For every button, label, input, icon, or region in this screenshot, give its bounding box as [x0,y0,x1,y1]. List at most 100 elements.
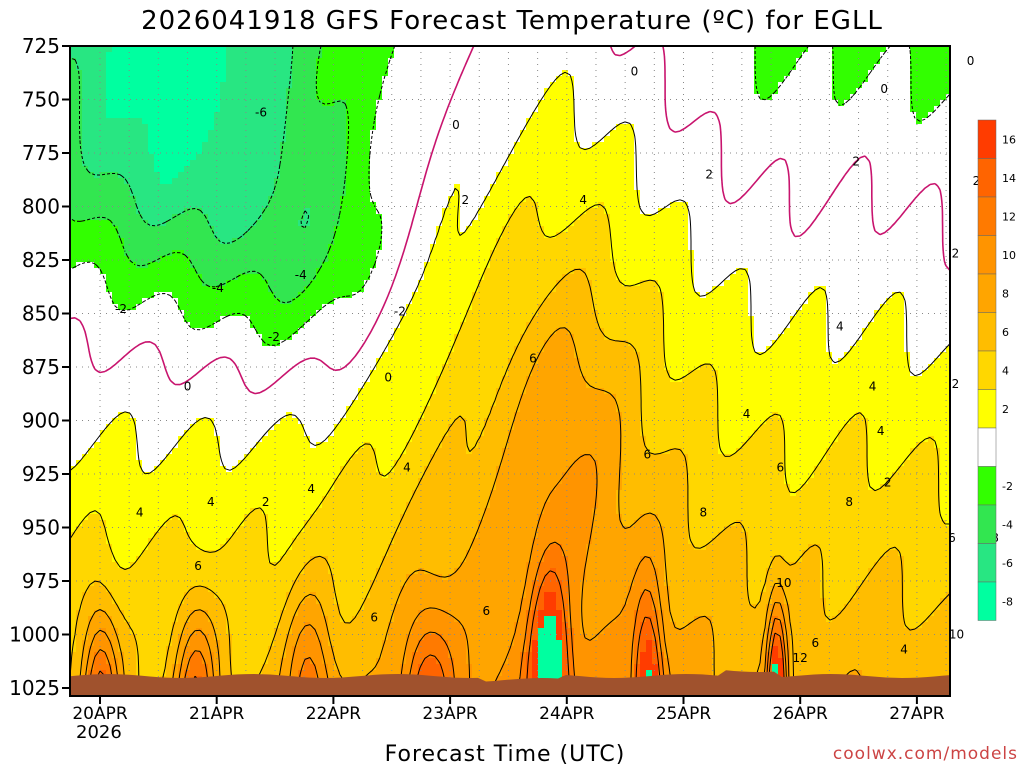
temperature-cell [934,82,941,89]
temperature-cell [568,52,575,59]
temperature-cell [850,142,857,149]
temperature-cell [358,64,365,71]
temperature-cell [670,70,677,77]
temperature-cell [136,226,143,233]
temperature-cell [94,94,101,101]
temperature-cell [934,178,941,185]
temperature-cell [412,46,419,53]
temperature-cell [250,112,257,119]
temperature-cell [196,172,203,179]
temperature-cell [724,76,731,83]
temperature-cell [124,136,131,143]
temperature-cell [532,154,539,161]
temperature-cell [562,220,569,227]
temperature-cell [466,130,473,137]
temperature-cell [250,94,257,101]
temperature-cell [262,130,269,137]
temperature-cell [424,154,431,161]
temperature-cell [364,112,371,119]
temperature-cell [94,196,101,203]
temperature-cell [946,208,950,215]
temperature-cell [370,220,377,227]
temperature-cell [802,226,809,233]
temperature-cell [184,52,191,59]
temperature-cell [382,76,389,83]
temperature-cell [148,52,155,59]
temperature-cell [184,154,191,161]
temperature-cell [790,226,797,233]
temperature-cell [346,184,353,191]
temperature-cell [862,244,869,251]
temperature-cell [670,142,677,149]
temperature-cell [730,166,737,173]
temperature-cell [742,154,749,161]
temperature-cell [148,118,155,125]
temperature-cell [232,202,239,209]
temperature-cell [892,166,899,173]
temperature-cell [406,76,413,83]
temperature-cell [334,88,341,95]
temperature-cell [118,64,125,71]
temperature-cell [322,208,329,215]
temperature-cell [778,208,785,215]
temperature-cell [382,154,389,161]
temperature-cell [118,52,125,59]
temperature-cell [784,124,791,131]
temperature-cell [148,124,155,131]
temperature-cell [568,112,575,119]
temperature-cell [70,46,77,53]
temperature-cell [76,166,83,173]
temperature-cell [514,196,521,203]
temperature-cell [394,58,401,65]
temperature-cell [124,208,131,215]
temperature-cell [100,88,107,95]
temperature-cell [700,58,707,65]
temperature-cell [352,220,359,227]
temperature-cell [280,232,287,239]
temperature-cell [88,106,95,113]
temperature-cell [778,190,785,197]
temperature-cell [202,226,209,233]
temperature-cell [526,106,533,113]
temperature-cell [154,94,161,101]
temperature-cell [682,238,689,245]
temperature-cell [544,58,551,65]
temperature-cell [226,46,233,53]
temperature-cell [640,136,647,143]
temperature-cell [346,76,353,83]
temperature-cell [892,70,899,77]
temperature-cell [280,154,287,161]
temperature-cell [430,160,437,167]
temperature-cell [250,142,257,149]
temperature-cell [286,208,293,215]
temperature-cell [502,214,509,221]
temperature-cell [364,100,371,107]
temperature-cell [814,238,821,245]
temperature-cell [586,124,593,131]
temperature-cell [658,64,665,71]
temperature-cell [652,94,659,101]
temperature-cell [868,232,875,239]
temperature-cell [244,64,251,71]
temperature-cell [508,226,515,233]
temperature-cell [904,100,911,107]
temperature-cell [850,172,857,179]
temperature-cell [136,148,143,155]
temperature-cell [706,232,713,239]
temperature-cell [400,154,407,161]
temperature-cell [898,82,905,89]
temperature-cell [634,124,641,131]
temperature-cell [808,184,815,191]
temperature-cell [382,196,389,203]
temperature-cell [136,232,143,239]
temperature-cell [412,52,419,59]
temperature-cell [760,112,767,119]
temperature-cell [160,70,167,77]
temperature-cell [640,88,647,95]
temperature-cell [418,82,425,89]
temperature-cell [478,106,485,113]
temperature-cell [790,94,797,101]
temperature-cell [190,64,197,71]
temperature-cell [634,88,641,95]
temperature-cell [334,76,341,83]
